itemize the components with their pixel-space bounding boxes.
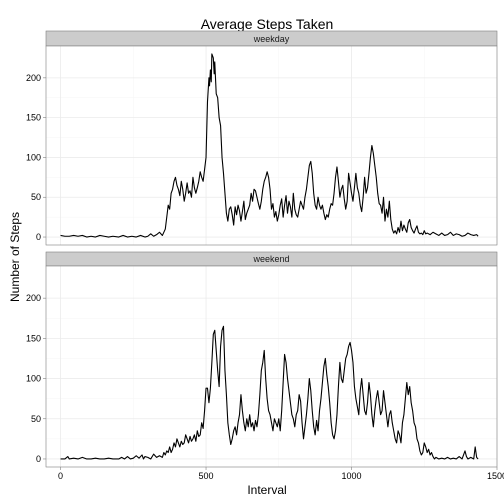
panel-border xyxy=(45,265,498,468)
y-tick-label: 50 xyxy=(31,192,41,202)
x-tick-label: 0 xyxy=(58,471,63,481)
x-tick-label: 500 xyxy=(199,471,214,481)
panel-weekday: weekday 0 50 100 150 200 xyxy=(26,30,498,246)
panel-background xyxy=(46,46,497,245)
y-tick-label: 50 xyxy=(31,414,41,424)
strip-label-weekday: weekday xyxy=(253,34,290,44)
y-tick-label: 200 xyxy=(26,293,41,303)
x-axis-title: Interval xyxy=(247,483,286,497)
panel-weekend: weekend 0 50 100 150 200 xyxy=(26,251,498,468)
panel-border xyxy=(45,45,498,246)
y-tick-label: 100 xyxy=(26,374,41,384)
series-line-weekend xyxy=(60,325,479,460)
x-tick-label: 1500 xyxy=(487,471,504,481)
panel-background xyxy=(46,266,497,467)
chart-title: Average Steps Taken xyxy=(201,16,334,32)
y-tick-label: 200 xyxy=(26,73,41,83)
x-axis: 0 500 1000 1500 xyxy=(58,467,504,481)
series-line-weekday xyxy=(60,53,479,238)
y-tick-label: 100 xyxy=(26,152,41,162)
y-tick-label: 0 xyxy=(36,454,41,464)
strip-label-weekend: weekend xyxy=(252,254,289,264)
y-tick-label: 150 xyxy=(26,333,41,343)
x-tick-label: 1000 xyxy=(342,471,362,481)
y-tick-label: 0 xyxy=(36,232,41,242)
y-axis-title: Number of Steps xyxy=(8,212,22,302)
facet-panels: weekday 0 50 100 150 200 weekend 0 50 100 150 200 xyxy=(26,30,498,468)
y-tick-label: 150 xyxy=(26,113,41,123)
